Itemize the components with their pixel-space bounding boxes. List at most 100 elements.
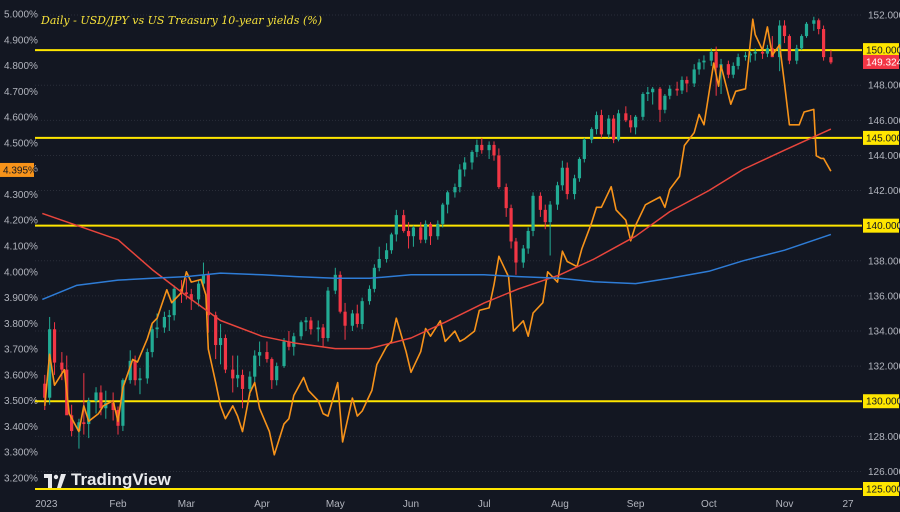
candle-body — [326, 290, 330, 339]
level-label: 150.000 — [866, 46, 900, 57]
candle-body — [521, 248, 525, 263]
left-tick-label: 4.200% — [4, 216, 38, 227]
candle-body — [731, 65, 735, 75]
right-tick-label: 144.000 — [868, 151, 900, 162]
tradingview-logo-icon — [44, 473, 66, 488]
right-tick-label: 136.000 — [868, 291, 900, 302]
x-tick-label: Aug — [551, 499, 569, 510]
candle-body — [48, 329, 52, 398]
candle-body — [760, 51, 765, 54]
yield-price-label: 4.395% — [3, 165, 37, 176]
left-tick-label: 3.800% — [4, 319, 38, 330]
candle-body — [572, 178, 577, 195]
left-tick-label: 4.800% — [4, 61, 38, 72]
x-tick-label: Jun — [403, 499, 419, 510]
candle-body — [633, 116, 638, 128]
candle-body — [616, 113, 621, 140]
level-label-bg — [863, 43, 899, 58]
candle-body — [607, 118, 611, 135]
candle-body — [189, 294, 193, 300]
candle-body — [99, 392, 103, 409]
candle-body — [800, 36, 804, 49]
candle-body — [475, 144, 479, 152]
candle-body — [206, 274, 210, 316]
left-tick-label: 4.100% — [4, 242, 38, 253]
candle-body — [236, 374, 240, 379]
candle-body — [480, 144, 484, 151]
candle-body — [394, 215, 398, 235]
candle-body — [692, 69, 696, 84]
candle-body — [338, 274, 342, 312]
candle-body — [138, 378, 142, 381]
candle-body — [309, 320, 313, 330]
candle-body — [590, 129, 594, 140]
ma-blue-line — [42, 233, 832, 301]
candle-body — [787, 36, 792, 61]
candle-body — [641, 94, 645, 117]
candle-body — [446, 192, 450, 205]
chart-title: Daily - USD/JPY vs US Treasury 10-year y… — [41, 14, 322, 27]
candle-body — [651, 88, 655, 93]
right-tick-label: 138.000 — [868, 256, 900, 267]
left-tick-label: 4.000% — [4, 267, 38, 278]
candle-body — [436, 223, 440, 237]
candle-body — [668, 88, 672, 96]
left-tick-label: 3.600% — [4, 370, 38, 381]
x-tick-label: Apr — [254, 499, 270, 510]
right-tick-label: 142.000 — [868, 186, 900, 197]
candle-body — [702, 60, 706, 63]
candle-body — [765, 48, 770, 54]
x-tick-label: 27 — [842, 499, 854, 510]
candle-body — [167, 315, 171, 317]
x-tick-label: 2023 — [35, 499, 58, 510]
right-tick-label: 126.000 — [868, 467, 900, 478]
candle-body — [133, 360, 137, 381]
left-tick-label: 5.000% — [4, 10, 38, 21]
x-axis-ticks: 2023 Feb Mar Apr May Jun Jul Aug Sep Oct Nov 27 — [35, 499, 854, 510]
left-tick-label: 3.200% — [4, 474, 38, 485]
candle-body — [658, 88, 662, 110]
candle-body — [709, 51, 713, 61]
candle-body — [726, 64, 730, 75]
right-tick-label: 152.000 — [868, 11, 900, 22]
candle-body — [172, 288, 176, 316]
candle-body — [675, 88, 679, 91]
candle-body — [111, 402, 115, 410]
x-tick-label: Oct — [701, 499, 717, 510]
candle-body — [104, 402, 108, 409]
left-tick-label: 3.700% — [4, 345, 38, 356]
candle-body — [599, 115, 604, 135]
left-tick-label: 3.300% — [4, 448, 38, 459]
level-label: 130.000 — [866, 397, 900, 408]
candle-body — [77, 422, 81, 432]
candle-body — [577, 158, 582, 179]
level-label: 125.000 — [866, 485, 900, 496]
candle-body — [821, 29, 826, 58]
logo-text: TradingView — [71, 470, 171, 489]
candle-body — [270, 359, 274, 381]
candle-body — [543, 209, 547, 223]
right-tick-label: 134.000 — [868, 327, 900, 338]
candle-body — [612, 118, 616, 140]
candle-body — [343, 311, 347, 326]
candle-body — [248, 376, 252, 389]
candle-body — [714, 51, 718, 68]
candle-body — [287, 341, 291, 347]
candle-body — [560, 167, 564, 186]
candle-body — [697, 62, 701, 70]
level-label-bg — [863, 482, 899, 496]
left-tick-label: 4.700% — [4, 87, 38, 98]
candle-body — [299, 322, 303, 337]
candle-body — [367, 288, 372, 302]
left-tick-label: 3.900% — [4, 293, 38, 304]
candle-body — [743, 55, 748, 58]
candle-body — [428, 223, 433, 237]
candle-body — [548, 204, 552, 223]
candle-body — [52, 329, 57, 363]
x-tick-label: May — [326, 499, 345, 510]
candle-body — [663, 95, 667, 110]
usdjpy-price-label: 149.324 — [866, 57, 900, 68]
left-tick-label: 4.900% — [4, 35, 38, 46]
candle-body — [453, 187, 457, 193]
candle-body — [321, 327, 325, 339]
